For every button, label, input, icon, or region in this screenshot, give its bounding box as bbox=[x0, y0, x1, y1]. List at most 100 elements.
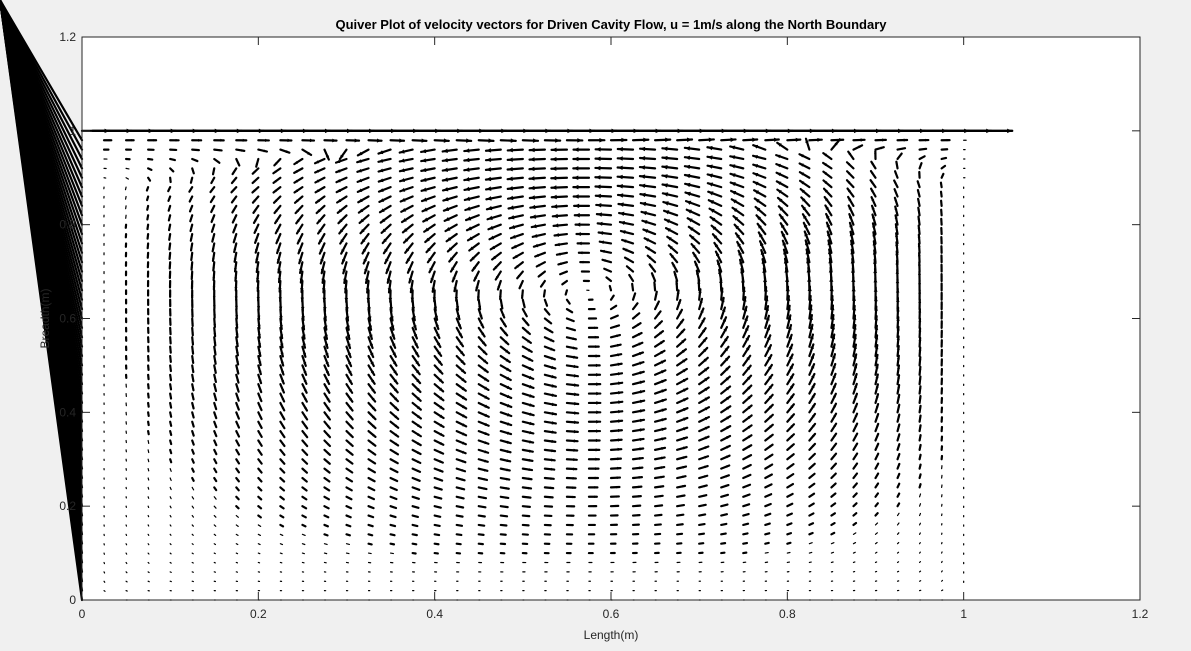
velocity-vector-head bbox=[416, 379, 421, 384]
velocity-vector-head bbox=[365, 278, 369, 283]
velocity-vector-head bbox=[626, 266, 630, 270]
velocity-vector-head bbox=[503, 533, 506, 536]
velocity-vector-head bbox=[562, 282, 565, 285]
velocity-vector-head bbox=[745, 345, 750, 351]
velocity-vector-head bbox=[681, 514, 684, 516]
y-tick-label: 0.4 bbox=[59, 405, 76, 419]
velocity-vector-head bbox=[659, 514, 662, 517]
velocity-vector bbox=[191, 533, 194, 536]
velocity-vector-head bbox=[300, 288, 304, 293]
velocity-vector-head bbox=[595, 354, 600, 358]
velocity-vector-head bbox=[281, 425, 285, 429]
velocity-vector-head bbox=[461, 478, 465, 481]
velocity-vector-head bbox=[661, 370, 666, 374]
velocity-vector-head bbox=[725, 386, 731, 391]
velocity-vector-head bbox=[703, 357, 708, 362]
velocity-vector bbox=[323, 533, 329, 537]
velocity-vector-head bbox=[421, 148, 427, 154]
velocity-vector-head bbox=[790, 404, 794, 409]
velocity-vector-head bbox=[596, 382, 601, 386]
velocity-vector-head bbox=[639, 428, 644, 432]
velocity-vector-head bbox=[833, 433, 837, 437]
velocity-vector-head bbox=[812, 433, 816, 438]
velocity-vector-head bbox=[902, 147, 906, 150]
velocity-vector-head bbox=[529, 440, 534, 444]
velocity-vector bbox=[125, 552, 128, 555]
velocity-vector-head bbox=[639, 390, 645, 394]
velocity-vector-head bbox=[682, 456, 687, 460]
velocity-vector-head bbox=[434, 315, 438, 320]
velocity-vector-head bbox=[525, 321, 529, 326]
velocity-vector-head bbox=[832, 383, 836, 388]
velocity-vector-head bbox=[175, 138, 179, 142]
velocity-vector-head bbox=[507, 157, 513, 162]
velocity-vector-head bbox=[734, 224, 740, 230]
velocity-vector-head bbox=[273, 189, 277, 193]
velocity-vector-head bbox=[703, 347, 708, 353]
velocity-vector-head bbox=[800, 189, 805, 194]
velocity-vector bbox=[191, 486, 195, 491]
velocity-vector-head bbox=[940, 311, 943, 315]
velocity-vector-head bbox=[372, 424, 376, 429]
velocity-vector-head bbox=[147, 293, 149, 296]
velocity-vector-head bbox=[383, 248, 388, 254]
velocity-vector-head bbox=[280, 352, 284, 357]
velocity-vector-head bbox=[454, 297, 459, 301]
velocity-vector-head bbox=[897, 404, 900, 408]
velocity-vector-head bbox=[945, 148, 948, 151]
velocity-vector-head bbox=[767, 533, 770, 535]
velocity-vector bbox=[918, 570, 922, 573]
velocity-vector-head bbox=[595, 147, 601, 152]
velocity-vector-head bbox=[724, 513, 727, 516]
velocity-vector-head bbox=[483, 496, 486, 499]
velocity-vector-head bbox=[401, 207, 407, 212]
velocity-vector-head bbox=[460, 506, 464, 509]
velocity-vector-head bbox=[326, 407, 330, 411]
velocity-vector-head bbox=[213, 314, 216, 318]
velocity-vector-head bbox=[211, 228, 214, 232]
velocity-vector-head bbox=[789, 354, 793, 360]
velocity-vector-head bbox=[256, 287, 260, 292]
velocity-vector-head bbox=[919, 386, 922, 389]
velocity-vector-head bbox=[618, 381, 623, 386]
velocity-vector-head bbox=[940, 237, 943, 240]
velocity-vector-head bbox=[896, 365, 900, 369]
velocity-vector bbox=[0, 0, 84, 142]
velocity-vector-head bbox=[551, 194, 557, 200]
velocity-vector-head bbox=[146, 217, 149, 220]
velocity-vector-head bbox=[232, 219, 236, 223]
velocity-vector-head bbox=[455, 306, 460, 311]
velocity-vector-head bbox=[529, 421, 534, 426]
velocity-vector-head bbox=[769, 434, 773, 438]
velocity-vector-head bbox=[506, 468, 510, 472]
velocity-vector-head bbox=[545, 303, 548, 306]
velocity-vector-head bbox=[876, 413, 879, 418]
velocity-vector-head bbox=[213, 360, 217, 364]
velocity-vector bbox=[852, 561, 856, 564]
velocity-vector-head bbox=[551, 402, 557, 407]
velocity-vector-head bbox=[400, 178, 406, 182]
velocity-vector-head bbox=[371, 525, 373, 527]
velocity-vector-head bbox=[242, 138, 247, 142]
velocity-vector-head bbox=[768, 404, 773, 409]
velocity-vector-head bbox=[482, 350, 487, 355]
velocity-vector bbox=[764, 541, 770, 545]
velocity-vector-head bbox=[773, 137, 779, 142]
velocity-vector-head bbox=[220, 138, 224, 142]
velocity-vector-head bbox=[326, 425, 330, 429]
velocity-vector-head bbox=[393, 388, 398, 393]
velocity-vector-head bbox=[941, 407, 943, 410]
velocity-vector-head bbox=[456, 315, 461, 320]
velocity-vector bbox=[146, 195, 150, 202]
velocity-vector-head bbox=[693, 252, 697, 257]
velocity-vector bbox=[896, 551, 900, 554]
velocity-vector-head bbox=[573, 147, 579, 152]
velocity-vector-head bbox=[394, 451, 398, 455]
velocity-vector-head bbox=[615, 325, 619, 328]
velocity-vector-head bbox=[190, 238, 193, 241]
velocity-vector-head bbox=[309, 138, 314, 143]
velocity-vector-head bbox=[1007, 128, 1013, 134]
velocity-vector-head bbox=[633, 293, 636, 296]
velocity-vector-head bbox=[870, 171, 874, 175]
